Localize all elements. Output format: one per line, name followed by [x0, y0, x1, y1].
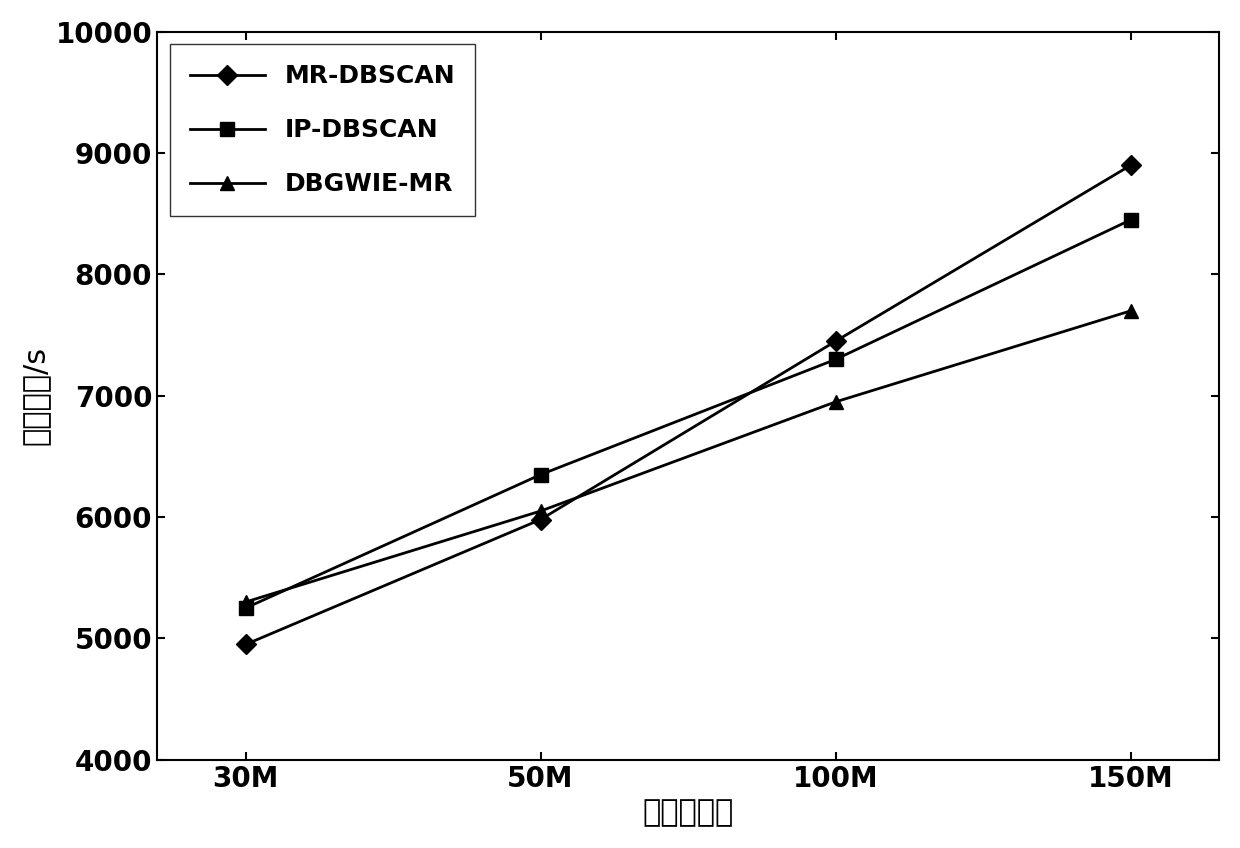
Line: DBGWIE-MR: DBGWIE-MR	[238, 304, 1137, 609]
IP-DBSCAN	[1123, 215, 1138, 225]
DBGWIE-MR	[238, 597, 253, 607]
MR-DBSCAN	[1123, 160, 1138, 170]
DBGWIE-MR	[1123, 306, 1138, 316]
Line: MR-DBSCAN: MR-DBSCAN	[238, 159, 1137, 651]
IP-DBSCAN	[828, 354, 843, 365]
MR-DBSCAN	[828, 336, 843, 346]
IP-DBSCAN	[533, 470, 548, 480]
X-axis label: 数据点数量: 数据点数量	[642, 798, 734, 827]
MR-DBSCAN	[238, 639, 253, 650]
Y-axis label: 运行时间/s: 运行时间/s	[21, 346, 50, 445]
Legend: MR-DBSCAN, IP-DBSCAN, DBGWIE-MR: MR-DBSCAN, IP-DBSCAN, DBGWIE-MR	[170, 44, 475, 216]
Line: IP-DBSCAN: IP-DBSCAN	[238, 213, 1137, 615]
DBGWIE-MR	[533, 506, 548, 516]
MR-DBSCAN	[533, 515, 548, 525]
IP-DBSCAN	[238, 603, 253, 613]
DBGWIE-MR	[828, 397, 843, 407]
